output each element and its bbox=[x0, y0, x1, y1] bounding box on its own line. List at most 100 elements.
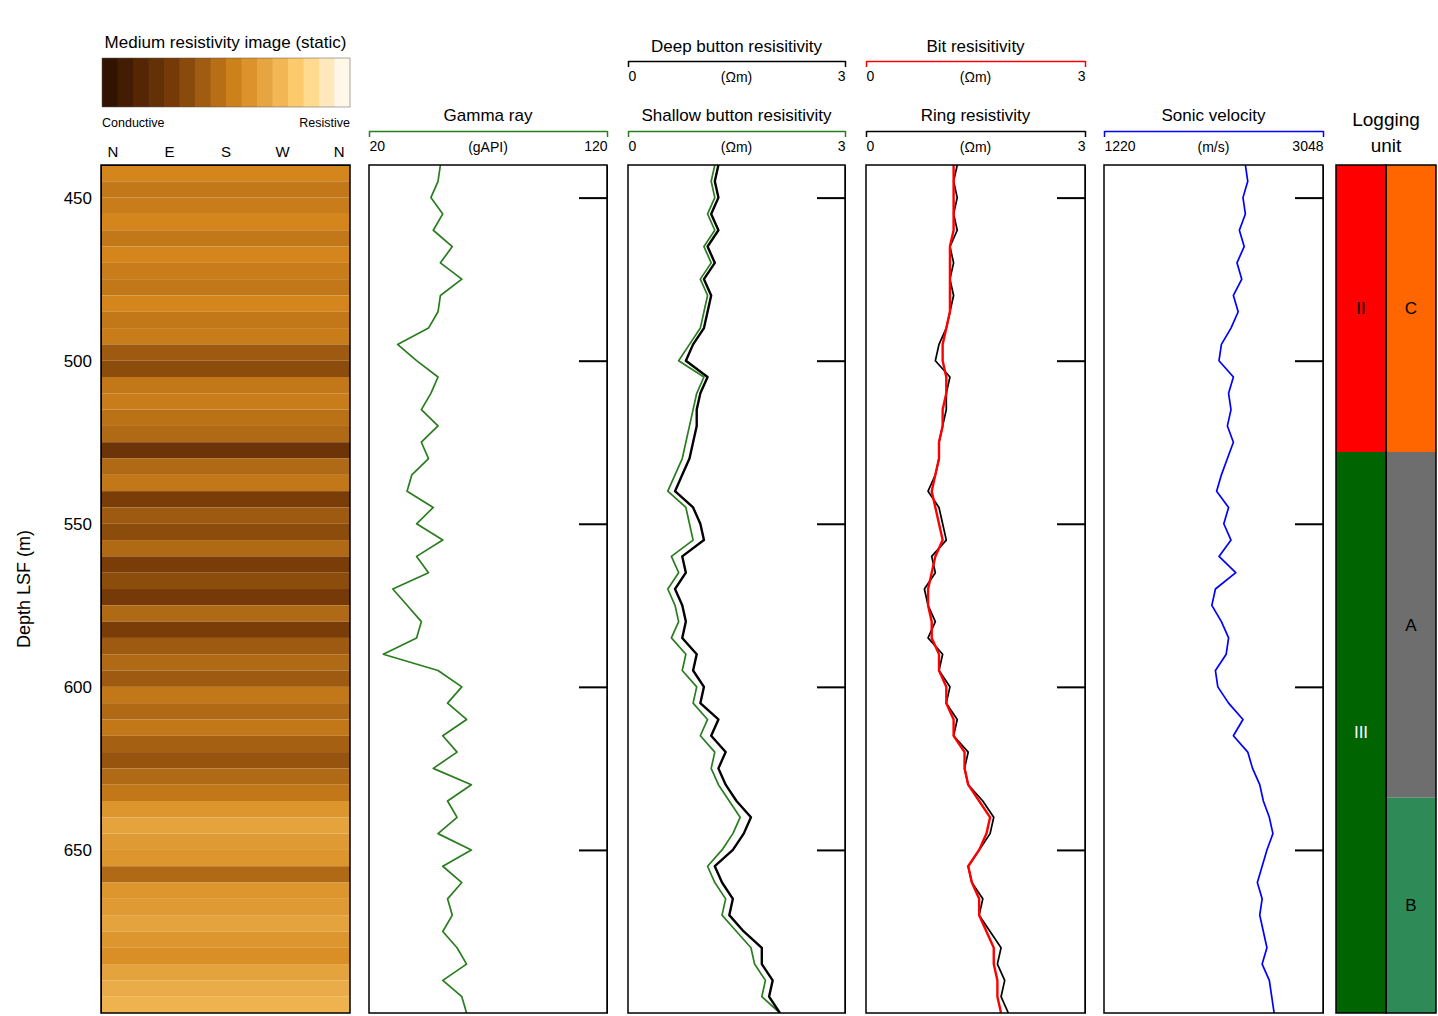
colorbar-label: Resistive bbox=[299, 116, 350, 130]
x-axis-tick-mark bbox=[369, 131, 371, 137]
image-cell bbox=[101, 491, 350, 507]
colorbar-cell bbox=[242, 58, 258, 107]
image-cell bbox=[101, 883, 350, 899]
unit-block bbox=[1386, 165, 1436, 452]
azimuth-axis: NESWN bbox=[102, 143, 351, 166]
image-cell bbox=[101, 785, 350, 801]
x-axis-tick: 0 bbox=[629, 61, 637, 84]
colorbar-cell bbox=[180, 58, 196, 107]
track-frame bbox=[1104, 165, 1323, 1013]
depth-tick-axis-tick-mark bbox=[1295, 686, 1323, 688]
depth-tick-axis-tick-mark bbox=[579, 686, 607, 688]
image-cell bbox=[101, 817, 350, 833]
x-axis-tick-mark bbox=[1104, 131, 1106, 137]
image-cell bbox=[101, 834, 350, 850]
colorbar-cell bbox=[149, 58, 165, 107]
image-cell bbox=[101, 964, 350, 980]
image-cell bbox=[101, 459, 350, 475]
depth-tick-axis-line bbox=[1323, 166, 1324, 1014]
image-cell bbox=[101, 344, 350, 360]
image-cell bbox=[101, 622, 350, 638]
colorbar-cell bbox=[257, 58, 273, 107]
x-axis-tick-label: 0 bbox=[629, 68, 637, 84]
azimuth-axis-tick-label: S bbox=[221, 143, 231, 160]
colorbar-cell bbox=[335, 58, 351, 107]
curves bbox=[383, 165, 471, 1013]
x-axis-line bbox=[867, 61, 1086, 63]
image-cell bbox=[101, 295, 350, 311]
depth-tick-axis-tick bbox=[579, 850, 607, 851]
x-axis-tick-mark bbox=[845, 131, 847, 137]
image-cell bbox=[101, 214, 350, 230]
depth-tick-axis-tick-mark bbox=[1057, 523, 1085, 525]
depth-tick-axis-tick bbox=[817, 524, 845, 525]
image-cell bbox=[101, 165, 350, 181]
track-frame bbox=[628, 165, 845, 1013]
image-cell bbox=[101, 915, 350, 931]
x-axis-tick-label: 3 bbox=[838, 138, 846, 154]
image-cell bbox=[101, 948, 350, 964]
depth-tick-axis-tick-mark bbox=[1295, 523, 1323, 525]
image-cell bbox=[101, 719, 350, 735]
series-title: Gamma ray bbox=[444, 106, 533, 125]
depth-tick-axis-tick bbox=[817, 687, 845, 688]
image-cell bbox=[101, 312, 350, 328]
image-cell bbox=[101, 654, 350, 670]
azimuth-axis-tick-label: E bbox=[164, 143, 174, 160]
depth-tick-axis-tick bbox=[817, 198, 845, 199]
log-curve bbox=[1212, 165, 1274, 1013]
image-cell bbox=[101, 442, 350, 458]
x-axis-tick: 3048 bbox=[1292, 131, 1323, 154]
depth-axis-tick-label: 600 bbox=[64, 678, 92, 697]
x-axis-line bbox=[867, 131, 1086, 133]
depth-tick-axis-tick bbox=[1057, 850, 1085, 851]
x-axis-line bbox=[370, 131, 608, 133]
depth-tick-axis-line bbox=[1085, 166, 1086, 1014]
series-units: (Ωm) bbox=[721, 69, 752, 85]
track: IIIIICABLoggingunit bbox=[1336, 109, 1436, 1013]
depth-tick-axis-tick bbox=[579, 687, 607, 688]
unit-label: C bbox=[1405, 299, 1417, 318]
unit-frame bbox=[1336, 165, 1386, 1013]
depth-axis-tick-label: 500 bbox=[64, 352, 92, 371]
x-axis-tick-label: 3048 bbox=[1292, 138, 1323, 154]
track: NESWN450500550600650Depth LSF (m)Conduct… bbox=[14, 33, 351, 1014]
series-units: (gAPI) bbox=[468, 139, 508, 155]
series-units: (Ωm) bbox=[960, 69, 991, 85]
colorbar-cell bbox=[304, 58, 320, 107]
series-title: Ring resistivity bbox=[921, 106, 1031, 125]
x-axis-tick: 1220 bbox=[1105, 131, 1136, 154]
colorbar-cell bbox=[273, 58, 289, 107]
series-title: Bit resisitivity bbox=[926, 37, 1025, 56]
depth-tick-axis bbox=[1057, 166, 1086, 1014]
image-cells bbox=[101, 165, 350, 1013]
unit-label: A bbox=[1405, 616, 1417, 635]
azimuth-axis-tick: N bbox=[334, 143, 345, 160]
unit-block bbox=[1336, 165, 1386, 452]
depth-tick-axis-tick-mark bbox=[579, 360, 607, 362]
x-axis-line bbox=[629, 131, 846, 133]
x-axis-tick: 120 bbox=[584, 131, 608, 154]
depth-tick-axis-tick bbox=[1057, 361, 1085, 362]
image-cell bbox=[101, 997, 350, 1013]
series-title: Deep button resisitivity bbox=[651, 37, 823, 56]
depth-tick-axis-tick-mark bbox=[1057, 686, 1085, 688]
depth-tick-axis-tick-mark bbox=[579, 849, 607, 851]
depth-tick-axis-tick-mark bbox=[1057, 197, 1085, 199]
curves bbox=[1212, 165, 1274, 1013]
depth-tick-axis-tick-mark bbox=[579, 197, 607, 199]
azimuth-axis-tick: E bbox=[164, 143, 174, 160]
depth-tick-axis-tick-mark bbox=[1057, 849, 1085, 851]
image-cell bbox=[101, 230, 350, 246]
depth-tick-axis-tick bbox=[579, 361, 607, 362]
depth-tick-axis-tick-mark bbox=[1057, 360, 1085, 362]
x-axis-tick-label: 1220 bbox=[1105, 138, 1136, 154]
image-cell bbox=[101, 736, 350, 752]
x-axis-tick-label: 3 bbox=[838, 68, 846, 84]
depth-tick-axis-tick-mark bbox=[1295, 197, 1323, 199]
depth-axis-line bbox=[101, 166, 102, 1014]
image-cell bbox=[101, 605, 350, 621]
track-frame bbox=[369, 165, 607, 1013]
azimuth-axis-tick: S bbox=[221, 143, 231, 160]
colorbar-cell bbox=[319, 58, 335, 107]
